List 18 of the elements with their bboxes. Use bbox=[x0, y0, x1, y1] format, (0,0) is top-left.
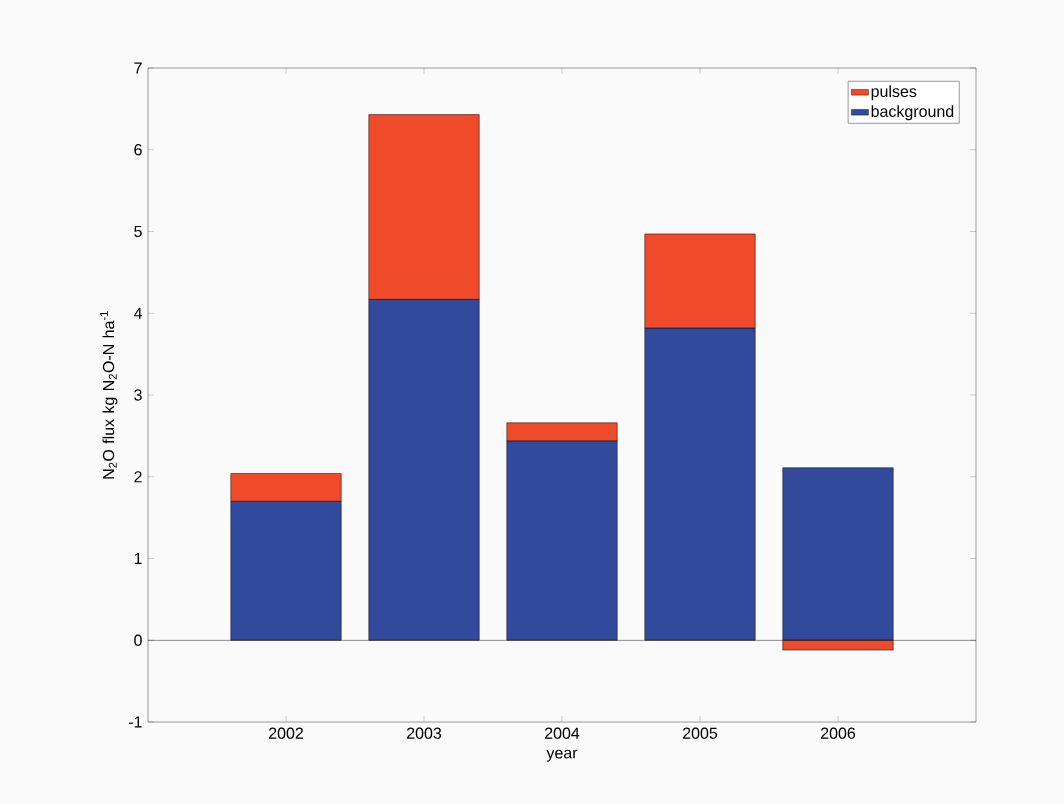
x-axis-title: year bbox=[546, 749, 578, 762]
legend-label: pulses bbox=[871, 85, 917, 101]
x-tick-label: 2003 bbox=[407, 727, 442, 739]
y-tick-label: 5 bbox=[134, 225, 142, 238]
y-tick-label: -1 bbox=[128, 716, 142, 728]
y-tick-label: 0 bbox=[134, 634, 142, 646]
x-tick-label: 2004 bbox=[545, 727, 580, 739]
x-tick-label: 2005 bbox=[683, 727, 718, 739]
y-tick-label: 1 bbox=[134, 553, 142, 565]
x-tick-label: 2002 bbox=[269, 727, 303, 739]
y-tick-label: 6 bbox=[134, 144, 142, 156]
y-tick-label: 3 bbox=[134, 389, 142, 401]
y-tick-label: 7 bbox=[134, 62, 142, 74]
y-tick-label: 4 bbox=[133, 307, 142, 319]
x-tick-label: 2006 bbox=[821, 727, 856, 739]
y-axis-title: N$_{2}$O flux kg N$_{2}$O-N ha$^{-1}$ bbox=[100, 311, 118, 479]
y-tick-label: 2 bbox=[134, 471, 142, 483]
legend-label: background bbox=[871, 105, 954, 121]
